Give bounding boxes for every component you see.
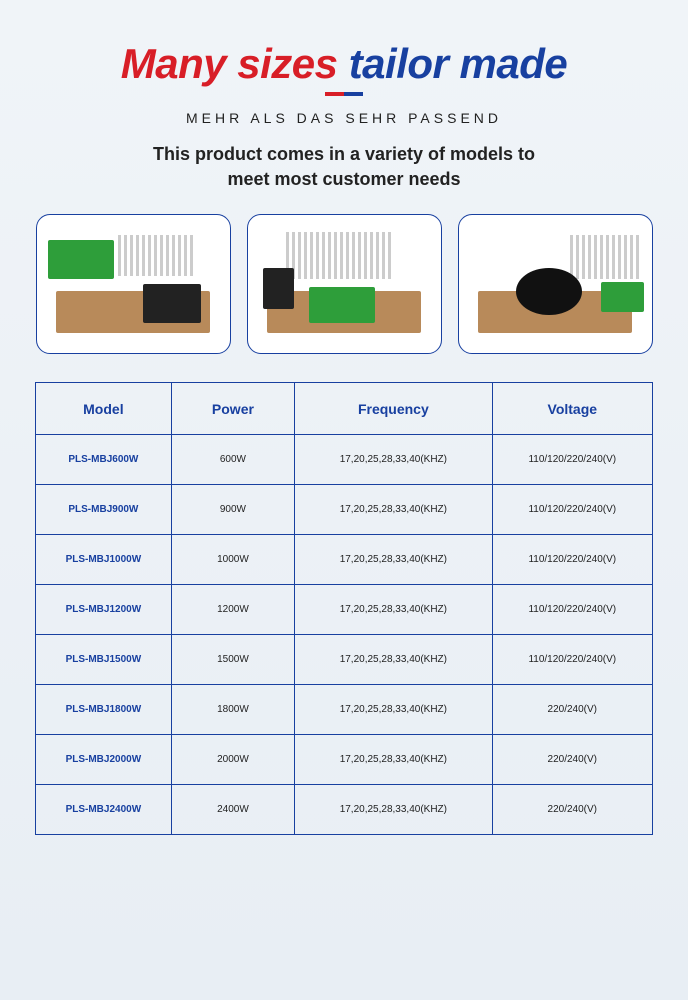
table-row: PLS-MBJ1500W 1500W 17,20,25,28,33,40(KHZ… <box>36 635 653 685</box>
table-row: PLS-MBJ2000W 2000W 17,20,25,28,33,40(KHZ… <box>36 735 653 785</box>
cell-frequency: 17,20,25,28,33,40(KHZ) <box>295 735 492 785</box>
title-red: Many sizes <box>121 40 338 87</box>
title-blue: tailor made <box>349 40 568 87</box>
cell-model: PLS-MBJ1500W <box>36 635 172 685</box>
cell-frequency: 17,20,25,28,33,40(KHZ) <box>295 485 492 535</box>
cell-power: 1500W <box>171 635 294 685</box>
cell-model: PLS-MBJ2400W <box>36 785 172 835</box>
col-model: Model <box>36 383 172 435</box>
cell-voltage: 220/240(V) <box>492 785 652 835</box>
table-row: PLS-MBJ1000W 1000W 17,20,25,28,33,40(KHZ… <box>36 535 653 585</box>
cell-frequency: 17,20,25,28,33,40(KHZ) <box>295 785 492 835</box>
subtitle-german: MEHR ALS DAS SEHR PASSEND <box>35 110 653 126</box>
cell-voltage: 110/120/220/240(V) <box>492 635 652 685</box>
cell-voltage: 110/120/220/240(V) <box>492 435 652 485</box>
cell-power: 1200W <box>171 585 294 635</box>
cell-power: 1000W <box>171 535 294 585</box>
page-container: Many sizes tailor made MEHR ALS DAS SEHR… <box>0 0 688 865</box>
cell-frequency: 17,20,25,28,33,40(KHZ) <box>295 535 492 585</box>
title-underline <box>325 92 363 96</box>
spec-table: Model Power Frequency Voltage PLS-MBJ600… <box>35 382 653 835</box>
cell-power: 1800W <box>171 685 294 735</box>
cell-frequency: 17,20,25,28,33,40(KHZ) <box>295 585 492 635</box>
cell-frequency: 17,20,25,28,33,40(KHZ) <box>295 685 492 735</box>
cell-model: PLS-MBJ1800W <box>36 685 172 735</box>
table-row: PLS-MBJ2400W 2400W 17,20,25,28,33,40(KHZ… <box>36 785 653 835</box>
product-photo <box>36 214 231 354</box>
cell-model: PLS-MBJ2000W <box>36 735 172 785</box>
table-row: PLS-MBJ900W 900W 17,20,25,28,33,40(KHZ) … <box>36 485 653 535</box>
cell-power: 900W <box>171 485 294 535</box>
cell-voltage: 110/120/220/240(V) <box>492 585 652 635</box>
cell-power: 600W <box>171 435 294 485</box>
col-power: Power <box>171 383 294 435</box>
subtitle-en-line2: meet most customer needs <box>227 169 460 189</box>
cell-voltage: 220/240(V) <box>492 735 652 785</box>
cell-frequency: 17,20,25,28,33,40(KHZ) <box>295 635 492 685</box>
product-photo <box>247 214 442 354</box>
cell-voltage: 110/120/220/240(V) <box>492 535 652 585</box>
page-title: Many sizes tailor made <box>35 40 653 88</box>
cell-power: 2000W <box>171 735 294 785</box>
product-photo-row <box>35 214 653 354</box>
cell-model: PLS-MBJ1000W <box>36 535 172 585</box>
col-frequency: Frequency <box>295 383 492 435</box>
table-row: PLS-MBJ1200W 1200W 17,20,25,28,33,40(KHZ… <box>36 585 653 635</box>
col-voltage: Voltage <box>492 383 652 435</box>
table-body: PLS-MBJ600W 600W 17,20,25,28,33,40(KHZ) … <box>36 435 653 835</box>
cell-model: PLS-MBJ600W <box>36 435 172 485</box>
cell-voltage: 110/120/220/240(V) <box>492 485 652 535</box>
cell-frequency: 17,20,25,28,33,40(KHZ) <box>295 435 492 485</box>
table-row: PLS-MBJ1800W 1800W 17,20,25,28,33,40(KHZ… <box>36 685 653 735</box>
subtitle-english: This product comes in a variety of model… <box>35 142 653 192</box>
cell-power: 2400W <box>171 785 294 835</box>
cell-model: PLS-MBJ1200W <box>36 585 172 635</box>
cell-model: PLS-MBJ900W <box>36 485 172 535</box>
subtitle-en-line1: This product comes in a variety of model… <box>153 144 535 164</box>
product-photo <box>458 214 653 354</box>
table-header-row: Model Power Frequency Voltage <box>36 383 653 435</box>
table-row: PLS-MBJ600W 600W 17,20,25,28,33,40(KHZ) … <box>36 435 653 485</box>
cell-voltage: 220/240(V) <box>492 685 652 735</box>
